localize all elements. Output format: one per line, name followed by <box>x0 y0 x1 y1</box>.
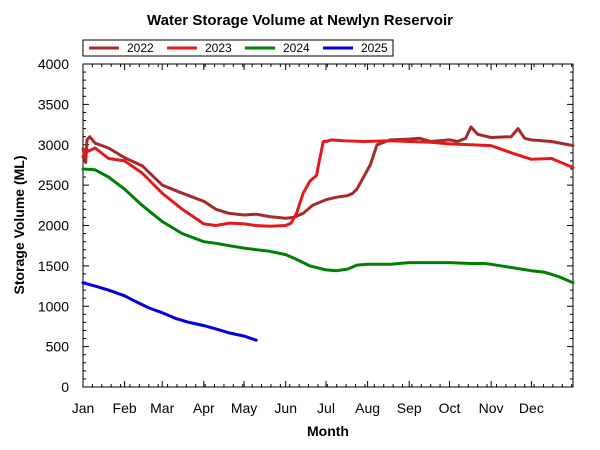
series-layer <box>81 125 575 342</box>
y-tick-label: 3500 <box>38 96 69 112</box>
x-tick-label: Jan <box>72 400 95 416</box>
chart-title: Water Storage Volume at Newlyn Reservoir <box>147 12 453 29</box>
x-tick-label: Jun <box>274 400 297 416</box>
legend-label-2025: 2025 <box>361 41 388 55</box>
x-axis-label: Month <box>307 423 349 439</box>
y-axis-label: Storage Volume (ML) <box>11 156 27 295</box>
legend-label-2022: 2022 <box>127 41 154 55</box>
y-tick-label: 2500 <box>38 177 69 193</box>
x-tick-label: Oct <box>439 400 461 416</box>
x-tick-label: May <box>231 400 257 416</box>
series-2022-line <box>81 125 575 220</box>
x-tick-label: Dec <box>519 400 544 416</box>
axes: 0 500 1000 1500 2000 2500 3000 3500 4000 Jan Feb Ma… <box>38 56 574 416</box>
series-2023-line <box>81 138 575 228</box>
x-tick-label: Feb <box>113 400 137 416</box>
y-tick-label: 1500 <box>38 258 69 274</box>
x-tick-label: Jul <box>317 400 335 416</box>
legend-box <box>82 39 394 57</box>
x-tick-label: Mar <box>150 400 174 416</box>
x-tick-label: Nov <box>479 400 504 416</box>
y-tick-label: 500 <box>46 339 70 355</box>
legend-label-2023: 2023 <box>205 41 232 55</box>
y-tick-label: 0 <box>61 379 69 395</box>
x-tick-label: Apr <box>193 400 215 416</box>
y-tick-label: 4000 <box>38 56 69 72</box>
legend-label-2024: 2024 <box>283 41 310 55</box>
y-tick-label: 3000 <box>38 137 69 153</box>
legend: 2022 2023 2024 2025 <box>82 39 394 57</box>
x-tick-label: Sep <box>397 400 422 416</box>
y-tick-label: 2000 <box>38 218 69 234</box>
y-tick-label: 1000 <box>38 298 69 314</box>
x-tick-label: Aug <box>355 400 380 416</box>
series-2024-line <box>81 167 575 285</box>
series-2025-line <box>81 281 258 342</box>
